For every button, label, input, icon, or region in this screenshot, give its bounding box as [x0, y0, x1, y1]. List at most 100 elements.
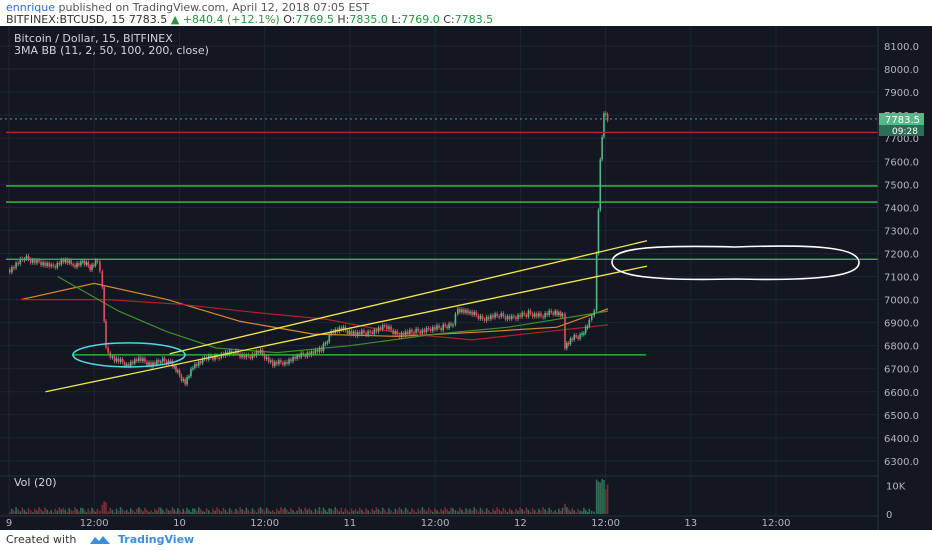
- candle: [485, 316, 488, 321]
- candle: [402, 332, 405, 336]
- candle: [411, 329, 413, 333]
- price-chart[interactable]: 8100.08000.07900.07800.07700.07600.07500…: [0, 26, 932, 530]
- volume-bar: [457, 511, 459, 514]
- volume-bar: [398, 507, 401, 514]
- volume-bar: [523, 511, 526, 514]
- volume-bar: [233, 512, 235, 514]
- candle: [38, 260, 40, 262]
- candle: [290, 359, 292, 362]
- candle: [457, 308, 459, 314]
- volume-bar: [388, 508, 390, 514]
- candle: [257, 351, 260, 354]
- candle: [138, 357, 140, 362]
- white-circle-annotation: [611, 245, 860, 281]
- volume-bar: [300, 509, 302, 514]
- price-tick-label: 7100.0: [884, 273, 919, 284]
- volume-bar: [48, 511, 50, 514]
- chart-title: Bitcoin / Dollar, 15, BITFINEX: [14, 32, 173, 45]
- candle: [579, 334, 581, 339]
- volume-bar: [85, 512, 88, 514]
- volume-bar: [421, 507, 424, 514]
- candle: [467, 309, 469, 314]
- candle: [15, 262, 17, 269]
- price-tag: [879, 113, 924, 125]
- candle: [450, 323, 452, 326]
- volume-bar: [417, 508, 419, 514]
- time-axis[interactable]: 9 12:00 10 12:00 11 12:00 12 12:00 13 12:00: [6, 518, 791, 529]
- volume-bar: [82, 508, 84, 514]
- volume-bar: [93, 509, 95, 514]
- volume-bar: [148, 511, 150, 514]
- candle: [490, 315, 492, 320]
- volume-bar: [94, 511, 97, 514]
- volume-bar: [471, 510, 473, 514]
- volume-bar: [444, 507, 446, 514]
- candle: [358, 331, 361, 335]
- candle: [245, 354, 248, 358]
- volume-bar: [129, 508, 132, 514]
- volume-bar: [450, 507, 452, 514]
- candle: [542, 316, 544, 318]
- candle: [584, 326, 587, 334]
- candle: [167, 360, 170, 365]
- author-link[interactable]: ennrique: [6, 1, 56, 14]
- candle: [298, 355, 300, 358]
- candle: [506, 316, 509, 320]
- candle: [538, 313, 540, 317]
- volume-bar: [334, 507, 337, 514]
- volume-bar: [274, 512, 276, 514]
- tradingview-brand[interactable]: TradingView: [118, 533, 195, 546]
- candle: [425, 328, 428, 333]
- price-tick-label: 7000.0: [884, 296, 919, 307]
- candle: [434, 327, 436, 330]
- candle: [365, 332, 367, 336]
- candle: [178, 370, 181, 376]
- volume-bar: [595, 479, 598, 514]
- volume-bar: [72, 510, 74, 514]
- volume-bar: [440, 508, 442, 514]
- volume-bar: [197, 507, 200, 514]
- volume-bar: [381, 507, 384, 514]
- volume-bar: [508, 508, 511, 514]
- high-value: 7835.0: [349, 13, 388, 26]
- volume-bar: [601, 478, 603, 514]
- volume-bar: [292, 510, 294, 514]
- candle: [597, 210, 600, 254]
- candle: [379, 327, 382, 330]
- chart-header: ennrique published on TradingView.com, A…: [0, 0, 932, 26]
- candle: [398, 334, 401, 337]
- volume-bar: [224, 509, 227, 514]
- volume-bar: [290, 508, 292, 514]
- time-tick-label: 12:00: [762, 518, 791, 529]
- moving-average-line: [57, 275, 609, 354]
- candle: [286, 361, 288, 364]
- volume-bar: [216, 507, 218, 514]
- volume-bar: [142, 511, 144, 514]
- candle: [603, 113, 605, 137]
- candle: [107, 347, 109, 353]
- candle: [186, 376, 188, 385]
- candle: [119, 359, 122, 362]
- candle: [50, 264, 52, 267]
- time-tick-label: 12:00: [80, 518, 109, 529]
- volume-bar: [485, 508, 488, 514]
- volume-bar: [542, 507, 544, 514]
- volume-bar: [175, 511, 177, 514]
- volume-bar: [415, 512, 417, 514]
- volume-label[interactable]: Vol (20): [14, 476, 57, 489]
- candle: [338, 327, 341, 332]
- candle: [19, 258, 22, 264]
- candle: [423, 329, 426, 333]
- volume-bar: [581, 511, 583, 514]
- candle: [354, 331, 357, 336]
- volume-bar: [597, 481, 600, 514]
- candle: [259, 349, 262, 354]
- indicator-label[interactable]: 3MA BB (11, 2, 50, 100, 200, close): [14, 44, 209, 57]
- volume-bar: [89, 511, 91, 514]
- volume-bar: [50, 510, 52, 514]
- candle: [152, 362, 154, 367]
- volume-bar: [31, 512, 34, 514]
- volume-bar: [352, 510, 355, 514]
- candle: [27, 255, 30, 260]
- price-axis[interactable]: 8100.08000.07900.07800.07700.07600.07500…: [884, 42, 919, 521]
